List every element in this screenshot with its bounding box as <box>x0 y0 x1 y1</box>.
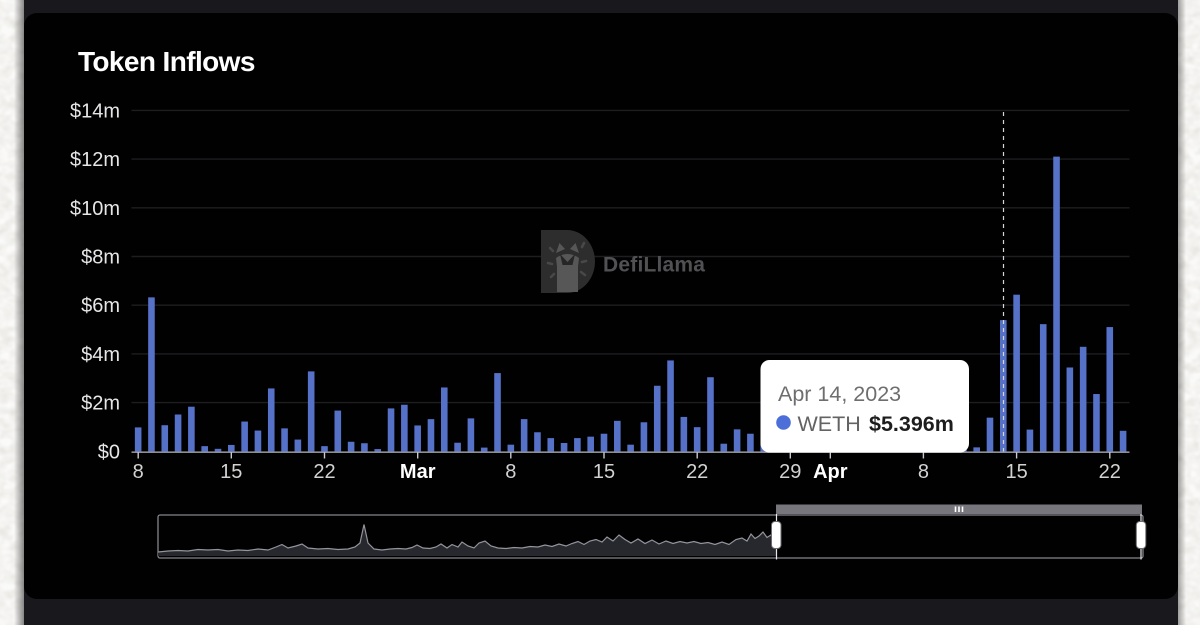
svg-text:$14m: $14m <box>70 100 120 122</box>
svg-text:$4m: $4m <box>81 344 120 366</box>
svg-text:15: 15 <box>220 461 242 483</box>
svg-text:$6m: $6m <box>81 295 120 317</box>
svg-text:8: 8 <box>505 461 516 483</box>
svg-text:15: 15 <box>593 461 615 483</box>
svg-text:$12m: $12m <box>70 149 120 171</box>
svg-text:Token Inflows: Token Inflows <box>78 46 255 77</box>
svg-text:29: 29 <box>779 461 801 483</box>
svg-text:$10m: $10m <box>70 198 120 220</box>
svg-text:$0: $0 <box>98 441 120 463</box>
svg-text:Apr 14, 2023: Apr 14, 2023 <box>778 382 901 406</box>
svg-text:Apr: Apr <box>813 461 848 483</box>
svg-text:DefiLlama: DefiLlama <box>603 254 705 277</box>
svg-text:22: 22 <box>1099 461 1121 483</box>
svg-text:15: 15 <box>1005 461 1027 483</box>
svg-text:$8m: $8m <box>81 247 120 269</box>
svg-text:22: 22 <box>313 461 335 483</box>
svg-text:WETH: WETH <box>798 412 861 436</box>
svg-text:$2m: $2m <box>81 393 120 415</box>
svg-text:22: 22 <box>686 461 708 483</box>
svg-text:$5.396m: $5.396m <box>869 412 954 436</box>
svg-text:8: 8 <box>918 461 929 483</box>
svg-text:8: 8 <box>133 461 144 483</box>
svg-text:Mar: Mar <box>400 461 436 483</box>
